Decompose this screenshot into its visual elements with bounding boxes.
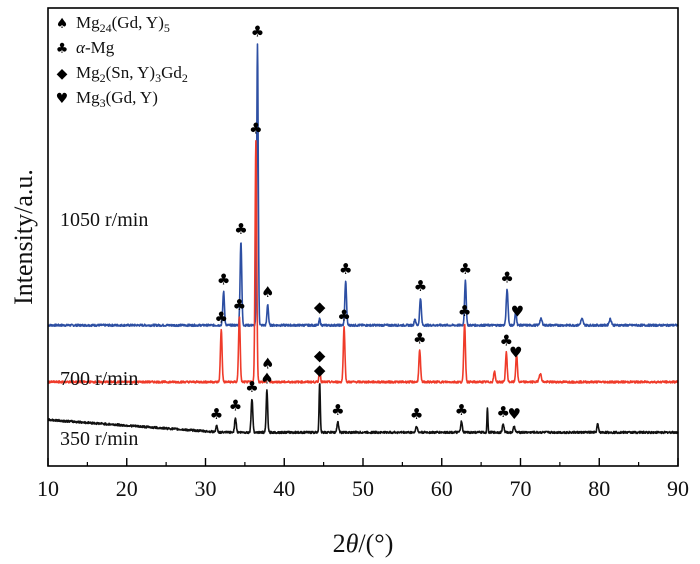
series-layer xyxy=(47,43,679,435)
club-icon: ♣ xyxy=(413,329,426,347)
x-axis-label-prefix: 2 xyxy=(333,529,346,558)
x-tick-label: 20 xyxy=(116,476,138,501)
y-axis-label: Intensity/a.u. xyxy=(9,169,38,305)
series-line-1050-r-min xyxy=(47,43,679,328)
legend-entry: α-Mg xyxy=(76,38,115,57)
club-icon: ♣ xyxy=(251,23,264,41)
x-tick-label: 30 xyxy=(195,476,217,501)
club-icon: ♣ xyxy=(234,220,247,238)
diamond-icon: ◆ xyxy=(314,346,326,364)
diamond-icon: ◆ xyxy=(314,298,326,316)
x-axis-label-unit: /(°) xyxy=(358,529,393,558)
club-icon: ♣ xyxy=(245,378,258,396)
club-icon: ♣ xyxy=(217,271,230,289)
series-label: 700 r/min xyxy=(60,368,138,390)
x-tick-label: 10 xyxy=(37,476,59,501)
series-label: 1050 r/min xyxy=(60,209,148,231)
club-icon: ♣ xyxy=(229,397,242,415)
club-icon: ♣ xyxy=(56,41,69,57)
club-icon: ♣ xyxy=(410,405,423,423)
series-line-700-r-min xyxy=(47,139,679,384)
club-icon: ♣ xyxy=(414,277,427,295)
legend-entry: Mg24(Gd, Y)5 xyxy=(76,13,170,35)
x-axis-label: 2θ/(°) xyxy=(333,529,394,558)
x-axis-label-variable: θ xyxy=(346,529,359,558)
spade-icon: ♠ xyxy=(56,16,69,32)
legend-entry: Mg2(Sn, Y)3Gd2 xyxy=(76,63,188,85)
x-tick-label: 70 xyxy=(510,476,532,501)
club-icon: ♣ xyxy=(455,401,468,419)
heart-icon: ♥ xyxy=(507,405,520,423)
series-line-350-r-min xyxy=(47,383,679,435)
x-tick-label: 90 xyxy=(667,476,689,501)
legend-entry: Mg3(Gd, Y) xyxy=(76,88,158,110)
club-icon: ♣ xyxy=(331,401,344,419)
heart-icon: ♥ xyxy=(56,91,69,107)
club-icon: ♣ xyxy=(233,296,246,314)
x-tick-label: 50 xyxy=(352,476,374,501)
marker-layer: ♣♣♣♠◆♣♣♣ ♣♥♣♣♣♠ ◆♣♣♣♣♥♣ ♣♣ ♠ ◆♣ ♣ ♣ ♣♥ xyxy=(210,23,524,423)
series-label: 350 r/min xyxy=(60,428,138,450)
x-tick-label: 60 xyxy=(431,476,453,501)
club-icon: ♣ xyxy=(500,269,513,287)
x-tick-label: 40 xyxy=(273,476,295,501)
x-axis-ticks: 10 20 30 40 50 60 70 80 90 xyxy=(37,458,689,501)
club-icon: ♣ xyxy=(339,260,352,278)
club-icon: ♣ xyxy=(500,332,513,350)
heart-icon: ♥ xyxy=(511,303,524,321)
legend: ♠ Mg24(Gd, Y)5 ♣ α-Mg ◆ Mg2(Sn, Y)3Gd2 ♥ Mg3(Gd… xyxy=(56,13,188,110)
club-icon: ♣ xyxy=(459,260,472,278)
club-icon: ♣ xyxy=(337,306,350,324)
spade-icon: ♠ xyxy=(261,283,274,301)
diamond-icon: ◆ xyxy=(314,361,326,379)
club-icon: ♣ xyxy=(215,308,228,326)
x-tick-label: 80 xyxy=(588,476,610,501)
club-icon: ♣ xyxy=(496,403,509,421)
spade-icon: ♠ xyxy=(261,355,274,373)
heart-icon: ♥ xyxy=(509,344,522,362)
club-icon: ♣ xyxy=(458,302,471,320)
diamond-icon: ◆ xyxy=(57,66,68,82)
spade-icon: ♠ xyxy=(260,369,273,387)
series-label-layer: 1050 r/min 700 r/min 350 r/min xyxy=(60,209,148,450)
club-icon: ♣ xyxy=(249,119,262,137)
club-icon: ♣ xyxy=(210,405,223,423)
